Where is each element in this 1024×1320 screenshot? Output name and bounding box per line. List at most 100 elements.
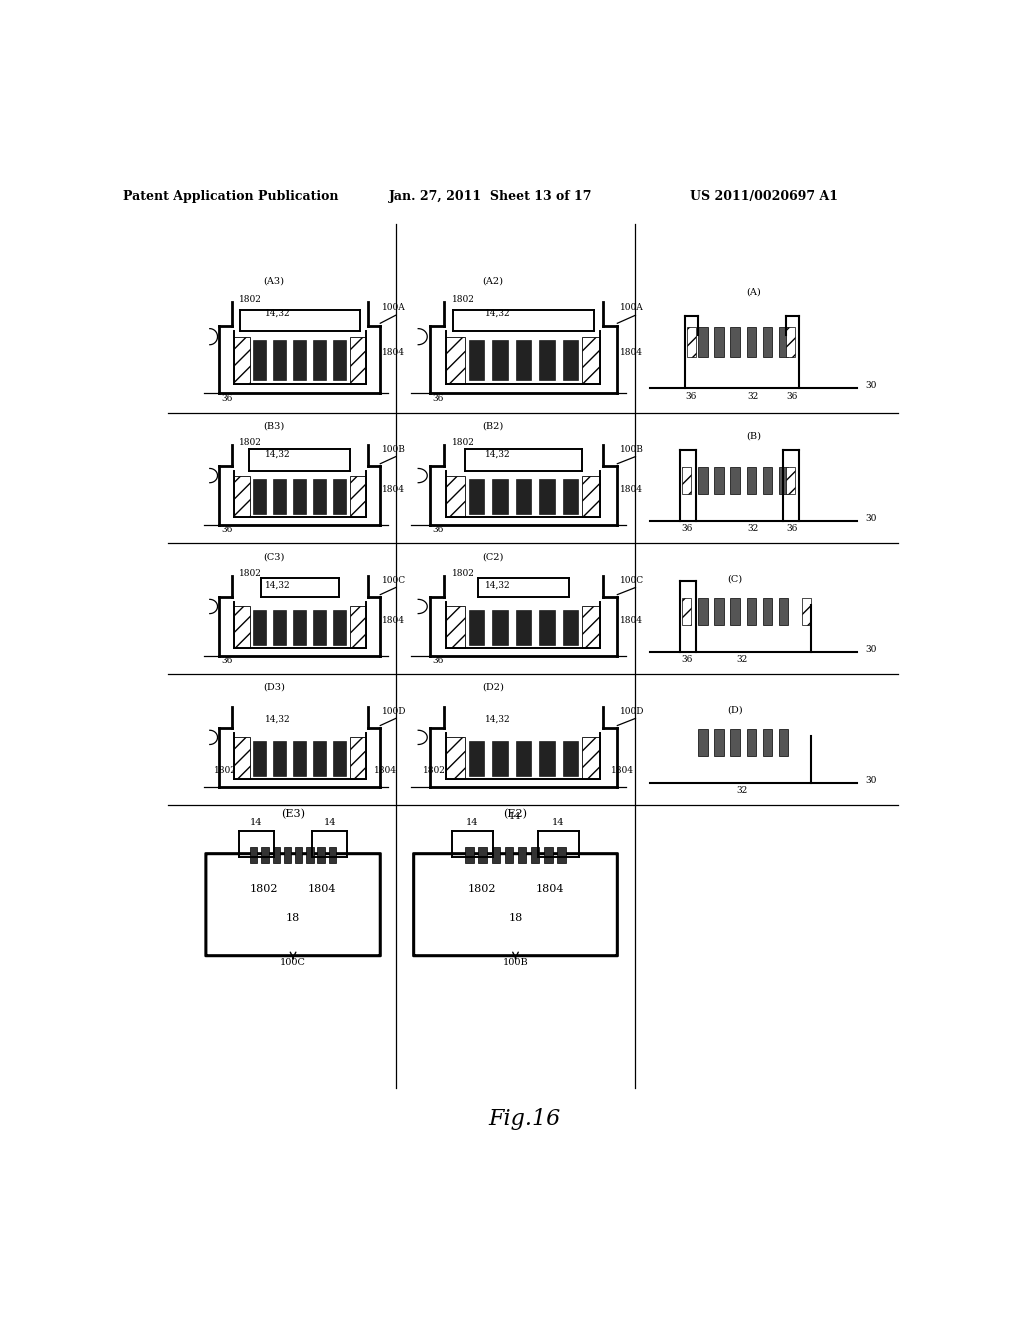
Text: 1802: 1802: [239, 569, 262, 578]
Text: (A3): (A3): [263, 276, 285, 285]
Text: (D2): (D2): [482, 682, 504, 692]
Bar: [715, 598, 724, 624]
Bar: [233, 337, 250, 384]
Bar: [350, 475, 366, 517]
Bar: [233, 738, 250, 779]
Bar: [562, 341, 578, 380]
Bar: [698, 598, 708, 624]
Text: 1802: 1802: [214, 766, 237, 775]
Text: 36: 36: [786, 524, 798, 533]
Text: Fig.16: Fig.16: [488, 1109, 561, 1130]
Text: 36: 36: [681, 655, 692, 664]
Bar: [582, 606, 600, 648]
Text: 1804: 1804: [382, 616, 406, 626]
Bar: [516, 341, 531, 380]
Text: 18: 18: [508, 912, 522, 923]
Text: 36: 36: [221, 393, 232, 403]
Bar: [778, 467, 787, 494]
Text: 36: 36: [433, 393, 444, 403]
Bar: [334, 341, 346, 380]
Bar: [778, 327, 787, 358]
Bar: [261, 847, 268, 863]
Text: 100C: 100C: [281, 958, 306, 968]
Text: 14,32: 14,32: [265, 450, 291, 458]
Text: 1802: 1802: [250, 884, 279, 894]
Text: 32: 32: [748, 392, 759, 401]
Text: 1804: 1804: [382, 348, 406, 358]
Bar: [492, 847, 500, 863]
Bar: [562, 610, 578, 644]
Text: 36: 36: [433, 525, 444, 535]
Text: 100A: 100A: [382, 302, 406, 312]
Text: 32: 32: [736, 655, 748, 664]
Text: 14: 14: [552, 818, 565, 828]
Bar: [730, 729, 739, 756]
Bar: [334, 741, 346, 776]
Bar: [746, 467, 756, 494]
Text: 1802: 1802: [453, 438, 475, 446]
Text: 14,32: 14,32: [265, 309, 291, 317]
Bar: [350, 738, 366, 779]
Bar: [802, 598, 811, 624]
Bar: [763, 467, 772, 494]
Bar: [746, 729, 756, 756]
Text: 14: 14: [250, 818, 262, 828]
Bar: [562, 479, 578, 513]
Bar: [698, 327, 708, 358]
Text: 100D: 100D: [382, 706, 407, 715]
Bar: [334, 610, 346, 644]
Text: 100D: 100D: [620, 706, 644, 715]
Text: 36: 36: [686, 392, 697, 401]
Text: 1802: 1802: [423, 766, 445, 775]
Text: 14,32: 14,32: [484, 715, 510, 723]
Bar: [539, 341, 555, 380]
Bar: [698, 467, 708, 494]
Bar: [253, 479, 266, 513]
Text: 36: 36: [433, 656, 444, 665]
Bar: [233, 606, 250, 648]
Bar: [582, 738, 600, 779]
Bar: [313, 741, 327, 776]
Bar: [493, 741, 508, 776]
Text: US 2011/0020697 A1: US 2011/0020697 A1: [689, 190, 838, 203]
Bar: [746, 598, 756, 624]
Text: (C3): (C3): [263, 552, 285, 561]
Text: (E2): (E2): [504, 809, 527, 818]
Bar: [446, 475, 465, 517]
Bar: [516, 610, 531, 644]
Bar: [746, 327, 756, 358]
Text: 1804: 1804: [620, 616, 643, 626]
Text: (D): (D): [727, 706, 742, 714]
Text: 18: 18: [286, 912, 300, 923]
Text: 32: 32: [748, 524, 759, 533]
Bar: [446, 738, 465, 779]
Bar: [334, 479, 346, 513]
Text: 30: 30: [866, 645, 878, 653]
Bar: [446, 337, 465, 384]
Text: 1804: 1804: [610, 766, 634, 775]
Bar: [493, 479, 508, 513]
Text: (C): (C): [727, 574, 742, 583]
Bar: [698, 729, 708, 756]
Bar: [306, 847, 313, 863]
Bar: [539, 479, 555, 513]
Bar: [562, 741, 578, 776]
Text: 30: 30: [866, 381, 878, 389]
Bar: [350, 606, 366, 648]
Bar: [469, 741, 484, 776]
Text: (E3): (E3): [281, 809, 305, 818]
Bar: [293, 610, 306, 644]
Bar: [557, 847, 565, 863]
Text: 100B: 100B: [382, 445, 407, 454]
Text: Jan. 27, 2011  Sheet 13 of 17: Jan. 27, 2011 Sheet 13 of 17: [389, 190, 593, 203]
Bar: [582, 475, 600, 517]
Bar: [518, 847, 526, 863]
Bar: [715, 327, 724, 358]
Bar: [293, 479, 306, 513]
Bar: [682, 467, 691, 494]
Bar: [730, 467, 739, 494]
Bar: [715, 729, 724, 756]
Text: (B2): (B2): [482, 421, 504, 430]
Text: 14,32: 14,32: [265, 715, 291, 723]
Bar: [763, 327, 772, 358]
